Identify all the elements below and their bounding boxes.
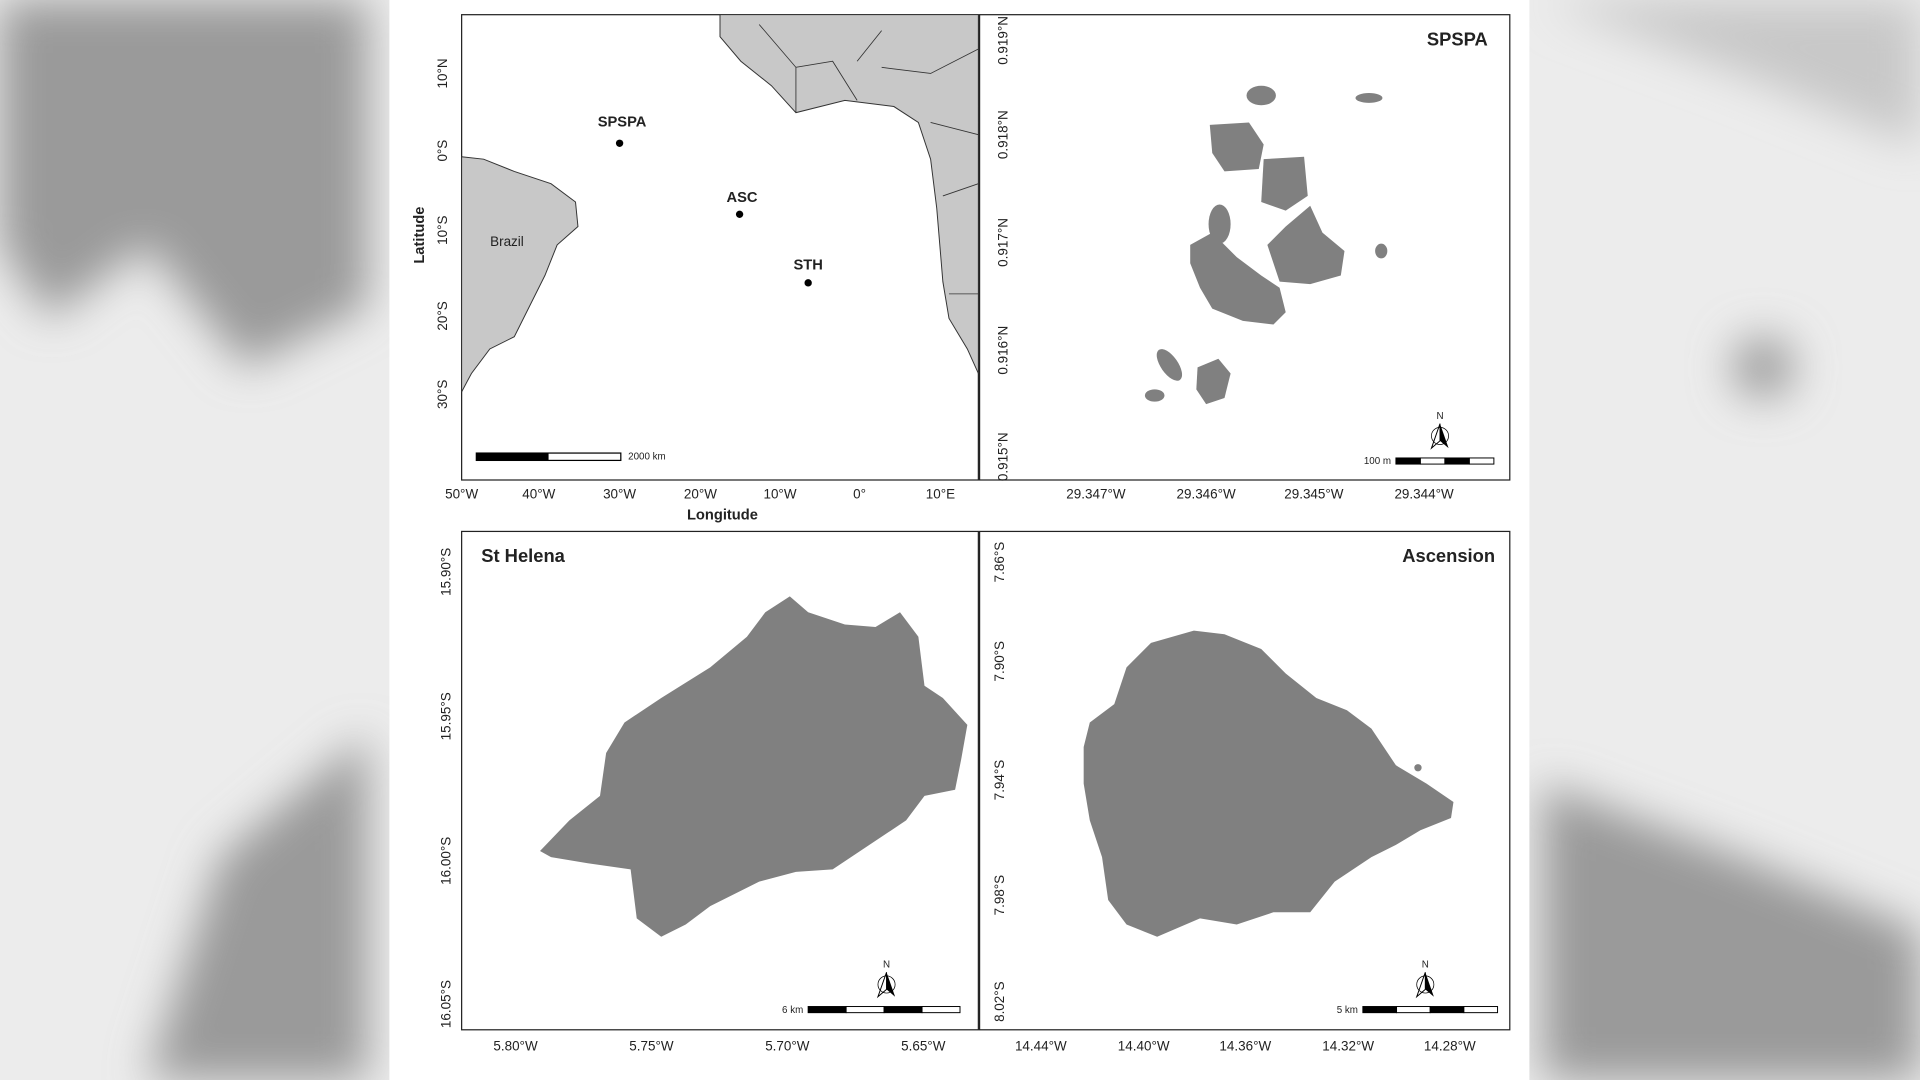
x-tick-label: 10°W [763, 486, 796, 501]
y-tick-label: 0.917°N [996, 218, 1011, 267]
x-tick-label: 29.346°W [1177, 486, 1237, 501]
x-tick-label: 5.70°W [765, 1039, 810, 1054]
scale-bar [1362, 1006, 1398, 1014]
scale-bar [1463, 1006, 1499, 1014]
scale-bar [921, 1006, 961, 1014]
place-label: SPSPA [598, 114, 647, 130]
y-tick-label: 7.98°S [992, 875, 1007, 916]
sth-point [804, 279, 812, 287]
y-tick-label: 16.00°S [439, 837, 454, 885]
scale-bar [1468, 457, 1495, 465]
x-tick-label: 5.80°W [493, 1039, 538, 1054]
x-tick-label: 29.344°W [1394, 486, 1454, 501]
x-tick-label: 29.347°W [1066, 486, 1126, 501]
y-tick-label: 7.86°S [992, 542, 1007, 583]
country-label: Brazil [490, 234, 524, 249]
y-tick-label: 7.90°S [992, 641, 1007, 682]
x-tick-label: 14.44°W [1015, 1039, 1067, 1054]
y-tick-label: 0.918°N [996, 110, 1011, 159]
x-tick-label: 29.345°W [1284, 486, 1344, 501]
scale-bar [1396, 1006, 1431, 1014]
north-label: N [883, 959, 890, 970]
x-tick-label: 40°W [522, 486, 555, 501]
x-tick-label: 14.32°W [1322, 1039, 1374, 1054]
spspa-frame [978, 14, 1511, 481]
north-arrow [1416, 975, 1435, 994]
north-arrow [1431, 426, 1449, 445]
scale-bar [1429, 1006, 1465, 1014]
y-tick-label: 16.05°S [439, 980, 454, 1028]
y-tick-label: 0.915°N [996, 432, 1011, 481]
south-america [461, 156, 579, 393]
y-axis-label: Latitude [412, 207, 428, 264]
panel-title: St Helena [481, 545, 565, 566]
ascension-islet [1414, 764, 1422, 772]
y-tick-label: 30°S [435, 380, 450, 409]
x-tick-label: 14.40°W [1118, 1039, 1170, 1054]
scale-bar [1444, 457, 1470, 465]
x-tick-label: 20°W [684, 486, 717, 501]
y-tick-label: 0.919°N [996, 16, 1011, 65]
north-label: N [1436, 411, 1443, 422]
y-tick-label: 0°S [435, 140, 450, 162]
sthelena-island [540, 596, 968, 937]
spspa-point [615, 139, 624, 147]
x-tick-label: 14.36°W [1219, 1039, 1271, 1054]
x-tick-label: 14.28°W [1424, 1039, 1476, 1054]
y-tick-label: 7.94°S [992, 760, 1007, 801]
x-tick-label: 5.75°W [629, 1039, 674, 1054]
x-tick-label: 50°W [445, 486, 478, 501]
spspa-islands [1144, 85, 1388, 405]
y-tick-label: 15.95°S [439, 692, 454, 740]
scale-bar [1395, 457, 1421, 465]
place-label: STH [793, 258, 822, 274]
scale-bar [807, 1006, 847, 1014]
y-tick-label: 10°S [435, 216, 450, 245]
x-tick-label: 10°E [926, 486, 955, 501]
ascension-island [1083, 630, 1454, 937]
borders [758, 24, 979, 295]
panel-title: SPSPA [1427, 28, 1488, 49]
x-axis-label: Longitude [687, 507, 758, 523]
y-tick-label: 20°S [435, 301, 450, 330]
panel-title: Ascension [1402, 545, 1495, 566]
overview-map: SPSPA ASC STH Brazil 2000 km Longitude L… [412, 14, 979, 523]
north-label: N [1422, 959, 1429, 970]
asc-point [735, 210, 744, 218]
x-tick-label: 30°W [603, 486, 636, 501]
scale-bar [845, 1006, 885, 1014]
scale-bar [1419, 457, 1446, 465]
y-tick-label: 15.90°S [439, 548, 454, 596]
y-tick-label: 8.02°S [992, 981, 1007, 1022]
scale-label: 2000 km [628, 451, 666, 462]
north-arrow [877, 975, 896, 994]
scale-label: 5 km [1337, 1005, 1358, 1016]
x-tick-label: 0° [853, 486, 866, 501]
y-tick-label: 0.916°N [996, 326, 1011, 375]
africa [719, 14, 979, 374]
y-tick-label: 10°N [435, 58, 450, 88]
scale-label: 100 m [1364, 456, 1391, 467]
scale-bar [476, 453, 549, 461]
place-label: ASC [727, 190, 758, 206]
scale-bar [883, 1006, 923, 1014]
scale-label: 6 km [782, 1005, 803, 1016]
x-tick-label: 5.65°W [901, 1039, 946, 1054]
